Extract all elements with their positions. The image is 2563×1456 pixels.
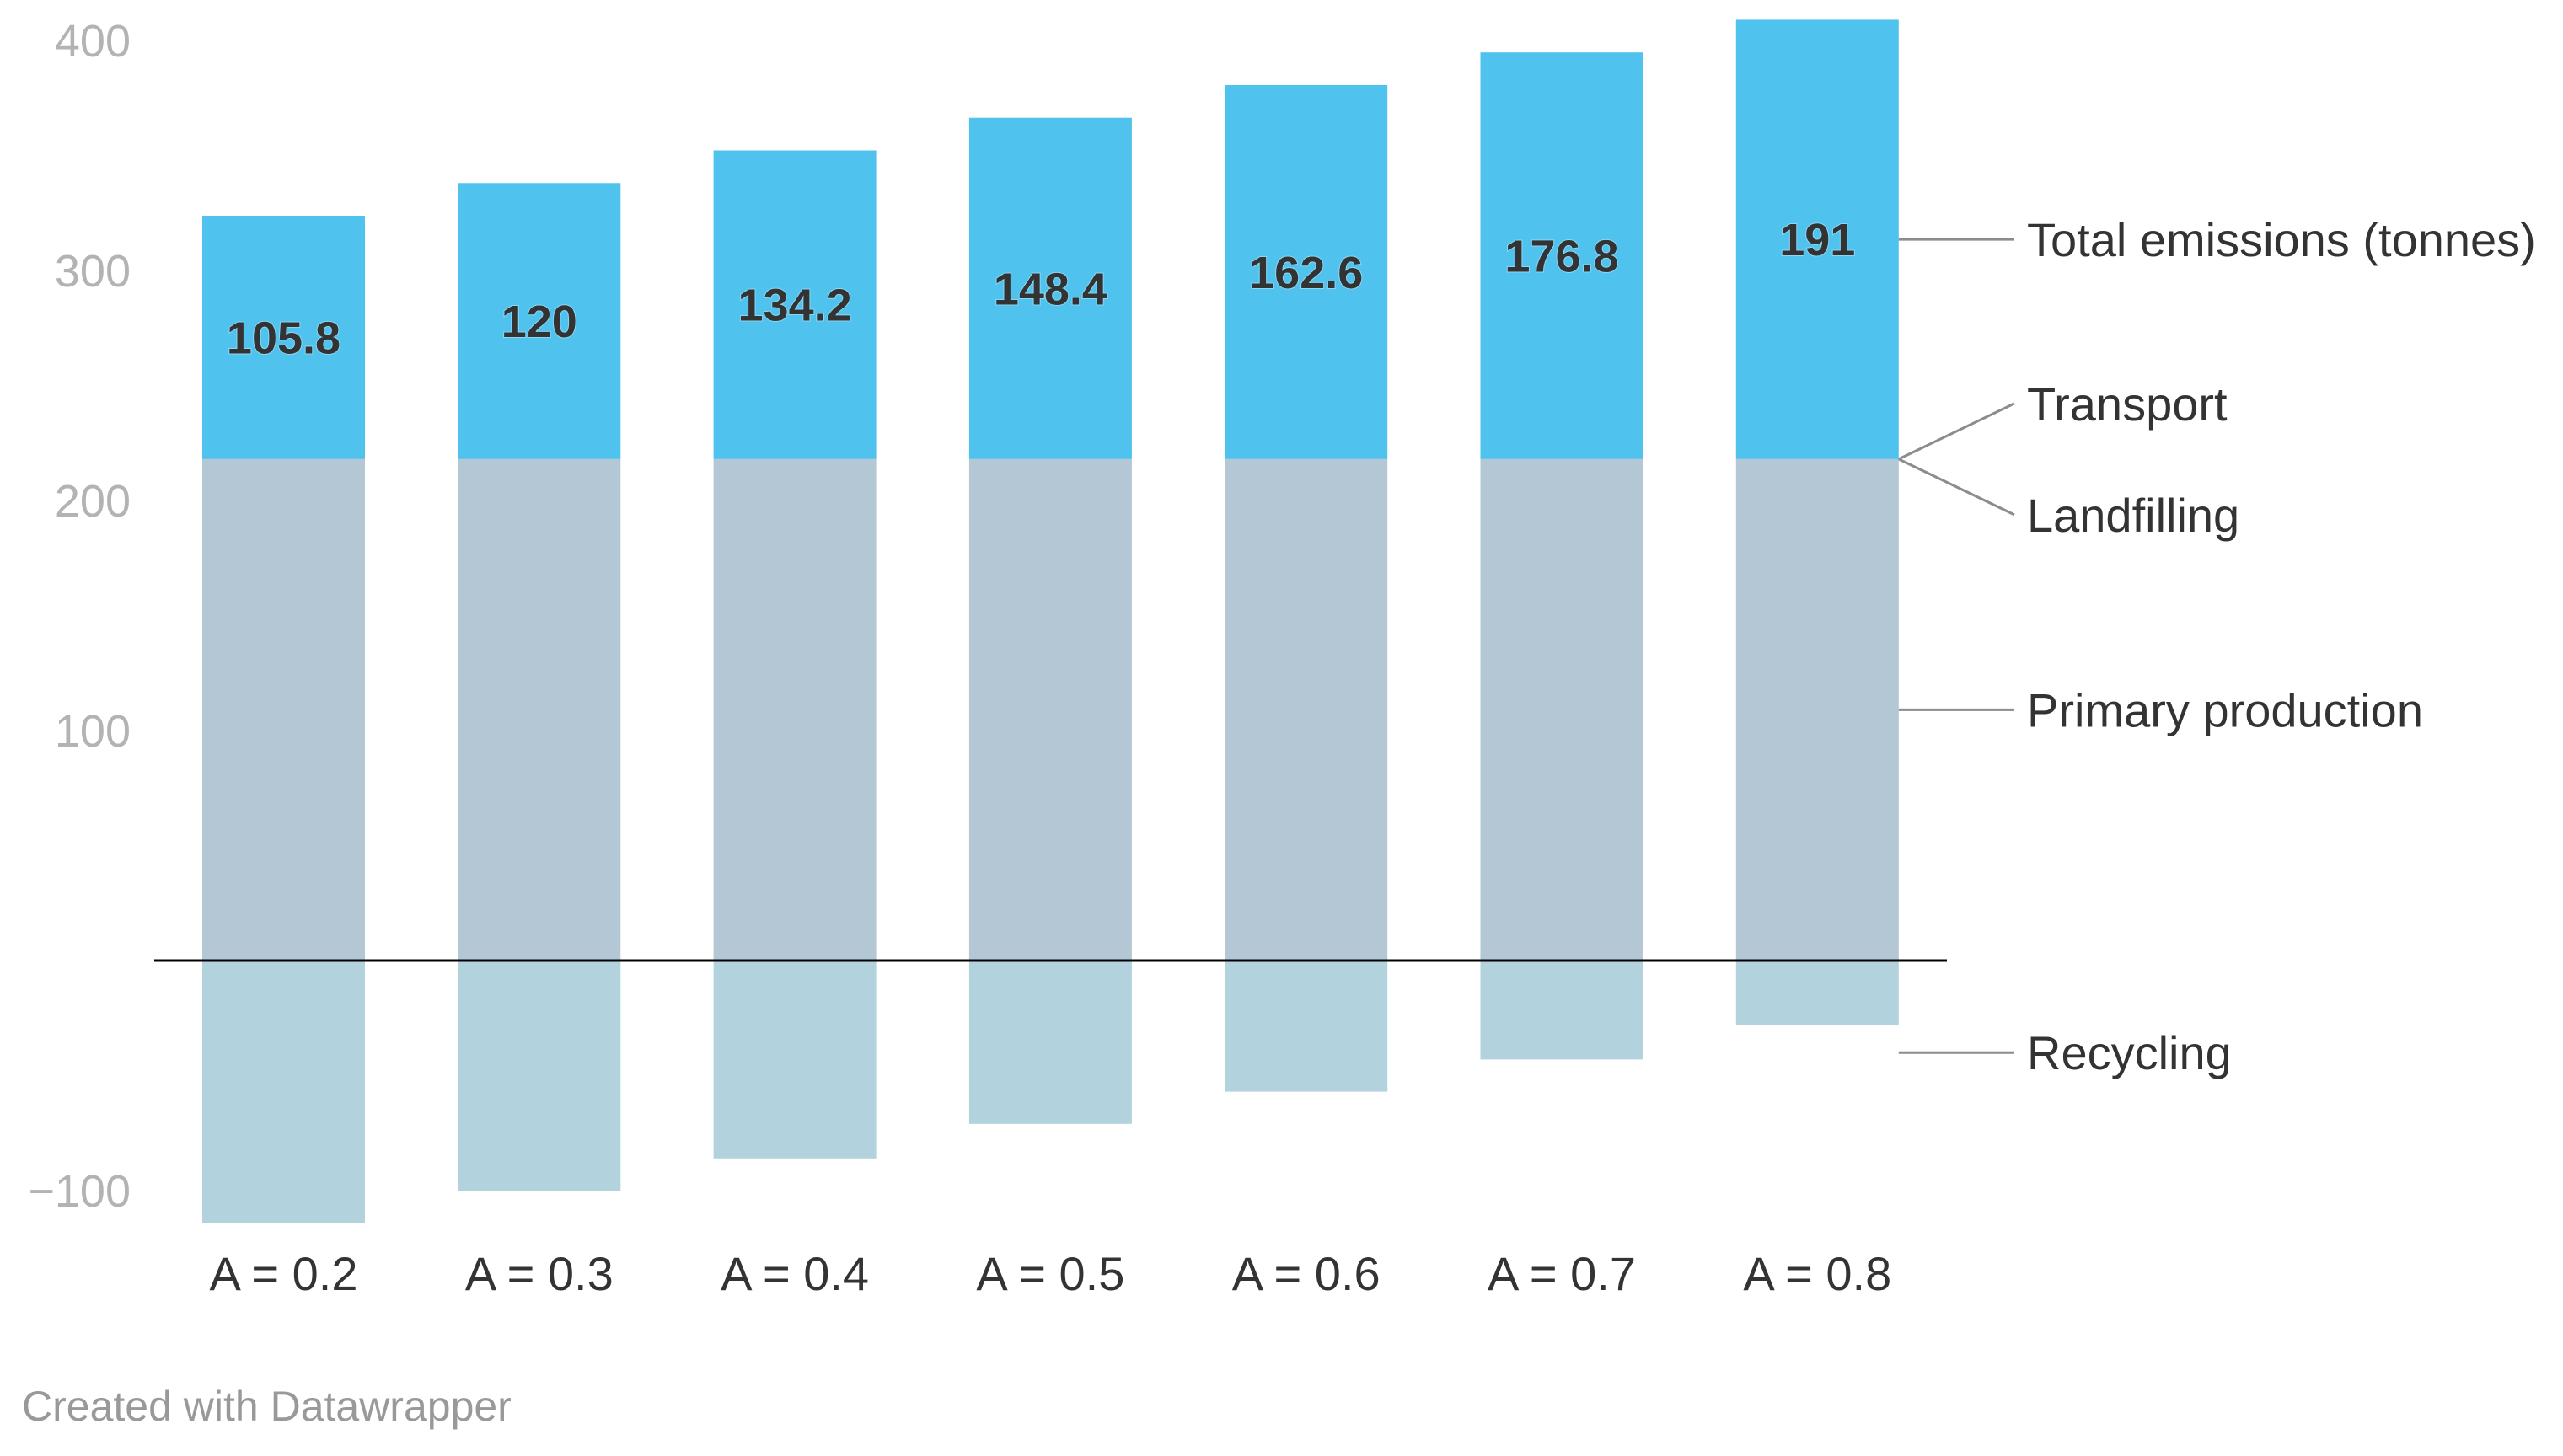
y-tick-label: 400 [55, 16, 131, 67]
bar-recycling [1225, 961, 1388, 1092]
y-tick-label: −100 [28, 1166, 131, 1217]
data-label: 120 [501, 297, 577, 347]
bar-total-emissions [202, 216, 365, 459]
data-label: 162.6 [1249, 248, 1363, 298]
x-tick-label: A = 0.6 [1232, 1247, 1381, 1300]
x-tick-label: A = 0.7 [1488, 1247, 1636, 1300]
bar-primary-production [458, 458, 621, 961]
data-label: 191 [1779, 215, 1855, 265]
y-tick-label: 200 [55, 476, 131, 527]
y-tick-label: 100 [55, 706, 131, 757]
bar-total-emissions [1735, 19, 1899, 459]
bar-total-emissions [1480, 52, 1643, 459]
leader-line-landfilling [1898, 458, 2015, 517]
bar-primary-production [202, 458, 365, 961]
bar-recycling [1735, 961, 1899, 1025]
bar-recycling [202, 961, 365, 1223]
x-tick-label: A = 0.2 [210, 1247, 358, 1300]
bar-recycling [1480, 961, 1643, 1060]
leader-line-transport [1898, 402, 2015, 461]
bar-primary-production [1225, 458, 1388, 961]
data-label: 148.4 [994, 264, 1107, 314]
bar-total-emissions [713, 150, 877, 459]
x-tick-label: A = 0.5 [976, 1247, 1124, 1300]
x-tick-label: A = 0.3 [465, 1247, 614, 1300]
series-label-total-emissions: Total emissions (tonnes) [2027, 213, 2536, 266]
series-label-landfilling: Landfilling [2027, 489, 2239, 542]
bar-recycling [968, 961, 1132, 1124]
series-label-primary-production: Primary production [2027, 683, 2423, 736]
bar-primary-production [1735, 458, 1899, 961]
data-label: 105.8 [227, 313, 340, 363]
bar-total-emissions [458, 183, 621, 459]
bar-primary-production [713, 458, 877, 961]
bar-primary-production [968, 458, 1132, 961]
bar-recycling [458, 961, 621, 1191]
x-tick-label: A = 0.8 [1743, 1247, 1891, 1300]
y-tick-label: 300 [55, 246, 131, 297]
series-label-recycling: Recycling [2027, 1026, 2232, 1079]
series-label-transport: Transport [2027, 377, 2228, 431]
bar-primary-production [1480, 458, 1643, 961]
bar-total-emissions [1225, 84, 1388, 459]
bar-total-emissions [968, 117, 1132, 459]
data-label: 176.8 [1504, 232, 1618, 282]
bar-recycling [713, 961, 877, 1159]
footer-credit: Created with Datawrapper [22, 1383, 512, 1430]
x-tick-label: A = 0.4 [721, 1247, 869, 1300]
data-label: 134.2 [738, 281, 852, 331]
